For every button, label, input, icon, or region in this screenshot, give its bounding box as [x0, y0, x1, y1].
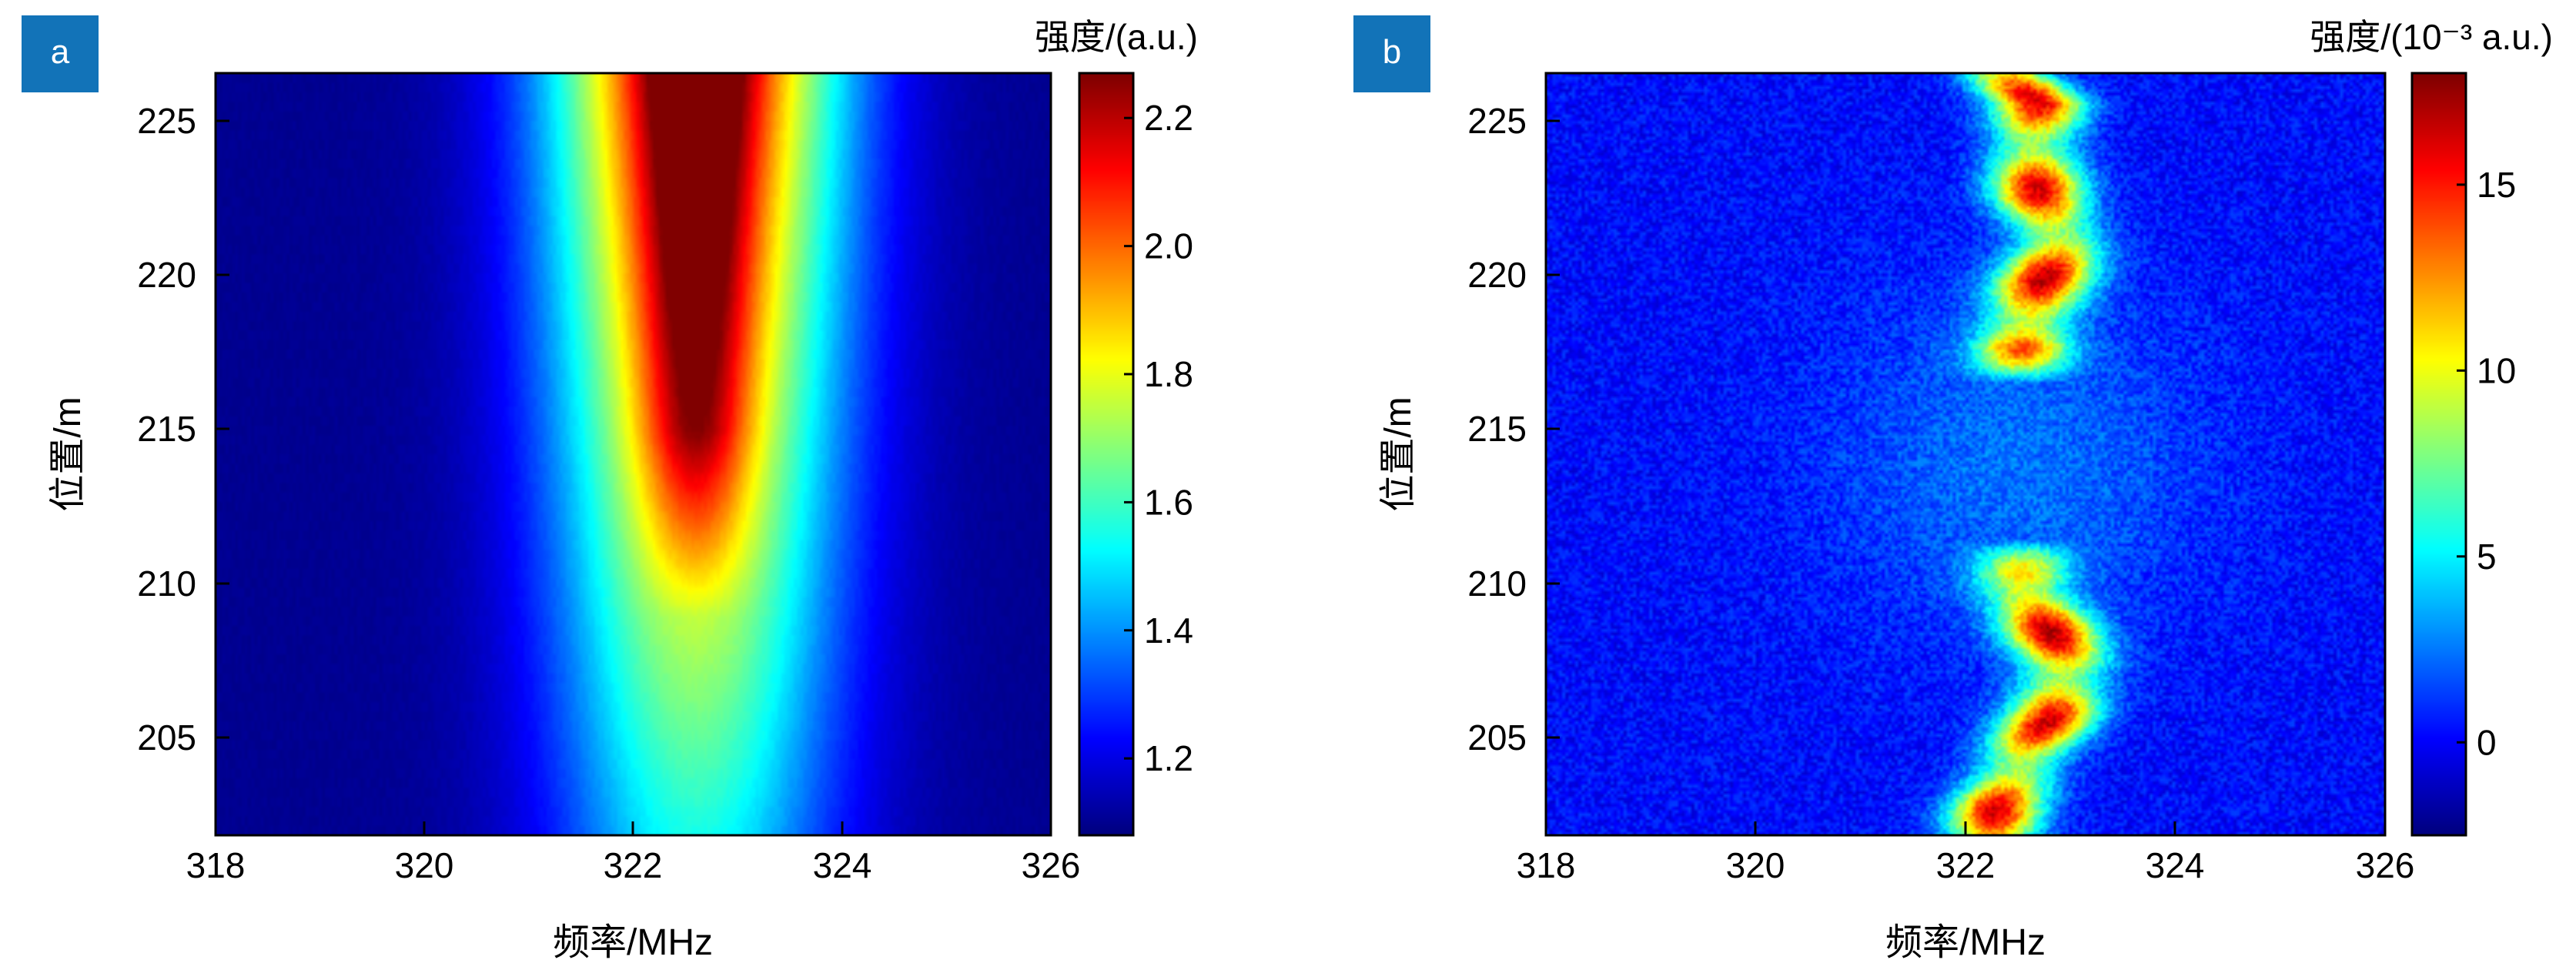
y-tick-b-215: 215	[1467, 409, 1560, 449]
x-tick-label-b-322: 322	[1936, 845, 1996, 885]
colorbar-a-gradient	[1079, 73, 1133, 835]
y-tick-b-220: 220	[1467, 255, 1560, 295]
y-axis-label-a: 位置/m	[48, 396, 89, 511]
y-tick-b-205: 205	[1467, 717, 1560, 758]
colorbar-tick: 1.6	[1124, 482, 1193, 522]
x-tick-label-a-324: 324	[813, 845, 872, 885]
colorbar-tick-label: 2.2	[1144, 98, 1193, 138]
y-tick-label-b-225: 225	[1467, 101, 1527, 141]
colorbar-tick-label: 1.8	[1144, 354, 1193, 394]
x-tick-label-b-326: 326	[2356, 845, 2415, 885]
x-tick-label-a-326: 326	[1022, 845, 1081, 885]
x-tick-a-324: 324	[813, 821, 872, 885]
x-axis-label-a: 频率/MHz	[553, 922, 713, 963]
colorbar-tick-label: 2.0	[1144, 226, 1193, 266]
x-tick-a-326: 326	[1022, 821, 1081, 885]
y-tick-label-b-215: 215	[1467, 409, 1527, 449]
panel-a: a 318 320 322 324 326 频率/MHz 205 210 215…	[22, 15, 1198, 963]
y-tick-label-a-215: 215	[137, 409, 196, 449]
colorbar-tick: 1.2	[1124, 738, 1193, 778]
x-axis-b: 318 320 322 324 326 频率/MHz	[1517, 821, 2415, 963]
y-axis-b: 205 210 215 220 225 位置/m	[1378, 101, 1560, 758]
panel-a-badge	[22, 15, 99, 92]
x-tick-label-a-322: 322	[604, 845, 663, 885]
colorbar-tick: 2.0	[1124, 226, 1193, 266]
y-tick-b-225: 225	[1467, 101, 1560, 141]
colorbar-tick-label: 10	[2477, 350, 2516, 390]
colorbar-tick-label: 1.2	[1144, 738, 1193, 778]
y-tick-label-a-210: 210	[137, 564, 196, 604]
colorbar-tick-label: 0	[2477, 722, 2497, 762]
y-tick-a-215: 215	[137, 409, 229, 449]
y-tick-label-a-205: 205	[137, 717, 196, 758]
x-tick-a-322: 322	[604, 821, 663, 885]
x-tick-b-320: 320	[1726, 821, 1785, 885]
x-tick-b-326: 326	[2356, 821, 2415, 885]
y-tick-a-210: 210	[137, 564, 229, 604]
y-tick-b-210: 210	[1467, 564, 1560, 604]
colorbar-tick-label: 15	[2477, 165, 2516, 205]
colorbar-a: 强度/(a.u.) 1.2 1.4 1.6 1.8 2.0 2.2	[1035, 17, 1198, 837]
panel-a-letter: a	[51, 33, 70, 71]
y-axis-label-b: 位置/m	[1378, 396, 1419, 511]
colorbar-tick: 10	[2457, 350, 2516, 390]
colorbar-a-title: 强度/(a.u.)	[1035, 17, 1198, 57]
colorbar-tick: 1.4	[1124, 610, 1193, 651]
x-tick-label-b-320: 320	[1726, 845, 1785, 885]
colorbar-a-frame	[1078, 72, 1135, 837]
colorbar-b-gradient	[2412, 73, 2466, 835]
colorbar-tick: 15	[2457, 165, 2516, 205]
colorbar-b-title: 强度/(10⁻³ a.u.)	[2310, 17, 2553, 57]
panel-b-letter: b	[1383, 33, 1401, 71]
x-tick-label-a-318: 318	[186, 845, 246, 885]
x-tick-a-320: 320	[395, 821, 454, 885]
colorbar-a-ticks: 1.2 1.4 1.6 1.8 2.0 2.2	[1124, 98, 1193, 778]
colorbar-tick: 1.8	[1124, 354, 1193, 394]
colorbar-b-frame	[2410, 72, 2467, 837]
x-tick-label-b-324: 324	[2146, 845, 2205, 885]
colorbar-tick: 5	[2457, 537, 2497, 577]
x-tick-label-b-318: 318	[1517, 845, 1576, 885]
colorbar-tick-label: 5	[2477, 537, 2497, 577]
x-axis-a: 318 320 322 324 326 频率/MHz	[186, 821, 1081, 963]
x-axis-label-b: 频率/MHz	[1885, 922, 2046, 963]
y-axis-a: 205 210 215 220 225 位置/m	[48, 101, 229, 758]
y-tick-label-b-205: 205	[1467, 717, 1527, 758]
colorbar-tick-label: 1.6	[1144, 482, 1193, 522]
x-tick-b-318: 318	[1517, 821, 1576, 885]
y-tick-label-b-210: 210	[1467, 564, 1527, 604]
heatmap-a-image	[216, 73, 1051, 835]
y-tick-label-b-220: 220	[1467, 255, 1527, 295]
y-tick-label-a-225: 225	[137, 101, 196, 141]
x-tick-a-318: 318	[186, 821, 246, 885]
y-tick-a-205: 205	[137, 717, 229, 758]
x-tick-label-a-320: 320	[395, 845, 454, 885]
panel-b: b 318 320 322 324 326 频率/MHz 205 210 215…	[1353, 15, 2553, 963]
y-tick-a-220: 220	[137, 255, 229, 295]
colorbar-b: 强度/(10⁻³ a.u.) 0 5 10 15	[2310, 17, 2553, 837]
y-tick-label-a-220: 220	[137, 255, 196, 295]
colorbar-b-ticks: 0 5 10 15	[2457, 165, 2516, 762]
x-tick-b-322: 322	[1936, 821, 1996, 885]
colorbar-tick: 2.2	[1124, 98, 1193, 138]
y-tick-a-225: 225	[137, 101, 229, 141]
colorbar-tick-label: 1.4	[1144, 610, 1193, 651]
x-tick-b-324: 324	[2146, 821, 2205, 885]
colorbar-tick: 0	[2457, 722, 2497, 762]
heatmap-b-image	[1546, 73, 2385, 835]
heatmap-a	[214, 72, 1052, 837]
heatmap-b	[1544, 72, 2387, 837]
panel-b-badge	[1353, 15, 1430, 92]
